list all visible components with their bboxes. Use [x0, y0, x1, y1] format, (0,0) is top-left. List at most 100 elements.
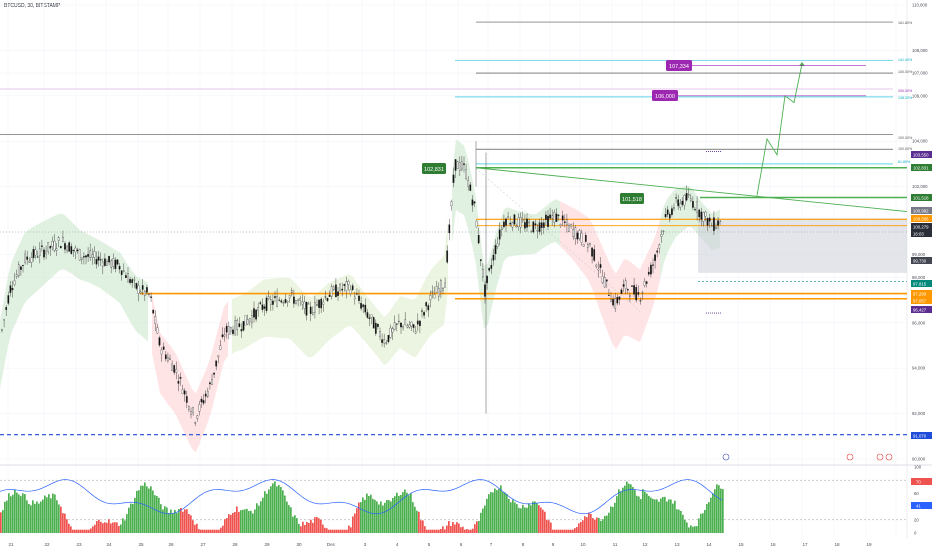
osc-bar — [698, 518, 700, 533]
candle-body — [11, 288, 14, 291]
candle-body — [97, 256, 100, 261]
osc-bar — [292, 516, 294, 533]
candle-body — [133, 279, 136, 281]
tag-cur2: 100,566 — [913, 217, 929, 222]
candle-body — [521, 219, 524, 222]
osc-bar — [476, 521, 478, 533]
osc-bar — [126, 514, 128, 533]
candle-body — [532, 221, 535, 233]
candle-body — [595, 264, 598, 268]
fib-label: 161.80% — [898, 21, 913, 25]
target1-box[interactable]: 106,000 — [652, 90, 678, 101]
candle-body — [652, 264, 654, 266]
fib-label: 100.00% — [898, 70, 913, 74]
osc-bar — [384, 502, 386, 533]
candle-body — [265, 297, 268, 311]
candle-body — [80, 257, 83, 260]
osc-bar — [108, 519, 110, 533]
candle-body — [83, 256, 85, 258]
candle-body — [671, 208, 673, 215]
candle-body — [641, 292, 644, 294]
osc-bar — [60, 506, 62, 533]
time-tick: 7 — [490, 542, 493, 547]
candle-body — [555, 213, 558, 222]
osc-bar — [496, 490, 498, 533]
candle-body — [513, 214, 516, 225]
osc-bar — [494, 488, 496, 533]
candle-body — [351, 285, 354, 290]
osc-bar — [148, 488, 150, 533]
time-tick: 5 — [428, 542, 431, 547]
osc-bar — [658, 501, 660, 533]
candle-body — [326, 298, 329, 301]
tag-r1: 102,831 — [913, 166, 929, 171]
osc-bar — [590, 513, 592, 533]
candle-body — [347, 280, 350, 285]
price-tick: 92,000 — [912, 411, 926, 416]
candle-body — [589, 243, 591, 245]
price-tick: 90,000 — [912, 457, 926, 462]
candle-body — [34, 249, 37, 256]
candle-body — [278, 299, 281, 301]
osc-bar — [66, 519, 68, 533]
tag-s1: 97,815 — [913, 282, 927, 287]
candle-body — [656, 250, 659, 253]
osc-bar — [644, 491, 646, 533]
price-tick: 106,000 — [912, 93, 928, 98]
candle-body — [526, 218, 528, 228]
osc-bar — [692, 526, 694, 533]
osc-bar — [226, 518, 228, 533]
candle-body — [362, 304, 365, 308]
candle-body — [299, 298, 302, 301]
candle-body — [584, 235, 587, 242]
osc-bar — [662, 496, 664, 533]
osc-bar — [684, 519, 686, 533]
osc-bar — [82, 529, 84, 533]
candle-body — [62, 237, 64, 242]
event-icon — [846, 453, 854, 461]
osc-bar — [242, 509, 244, 533]
osc-bar — [656, 499, 658, 533]
candle-body — [421, 310, 423, 312]
candle-body — [164, 354, 167, 360]
osc-bar — [592, 518, 594, 533]
candle-body — [398, 320, 400, 322]
candle-body — [253, 308, 255, 318]
mid-level-text: 101,518 — [622, 197, 642, 203]
time-tick: 26 — [168, 542, 174, 547]
candle-body — [114, 259, 117, 270]
candle-body — [356, 293, 358, 295]
candle-body — [337, 291, 339, 296]
osc-bar — [532, 501, 534, 533]
candle-body — [379, 331, 381, 337]
candle-body — [631, 285, 633, 287]
osc-bar — [628, 483, 630, 533]
left-level-box[interactable]: 102,831 — [422, 163, 446, 174]
candle-body — [557, 214, 560, 216]
osc-bar — [386, 500, 388, 533]
time-tick: 12 — [642, 542, 648, 547]
candle-body — [429, 295, 432, 301]
candle-body — [538, 222, 541, 232]
osc-bar — [422, 520, 424, 533]
time-tick: 19 — [866, 542, 872, 547]
osc-bar — [578, 523, 580, 533]
osc-bar — [136, 490, 138, 533]
candle-body — [469, 184, 472, 191]
time-tick: 9 — [552, 542, 555, 547]
mid-level-box[interactable]: 101,518 — [620, 193, 644, 204]
candle-body — [141, 285, 144, 290]
candle-body — [95, 259, 98, 265]
candle-body — [442, 288, 444, 291]
osc-bar — [324, 527, 326, 533]
osc-bar — [618, 489, 620, 533]
candle-body — [650, 264, 652, 275]
candle-body — [177, 381, 180, 384]
osc-bar — [298, 523, 300, 533]
target2-box[interactable]: 107,334 — [666, 60, 692, 71]
candle-body — [433, 294, 436, 299]
candle-body — [647, 271, 650, 275]
time-tick: 3 — [364, 542, 367, 547]
candle-body — [261, 304, 264, 310]
